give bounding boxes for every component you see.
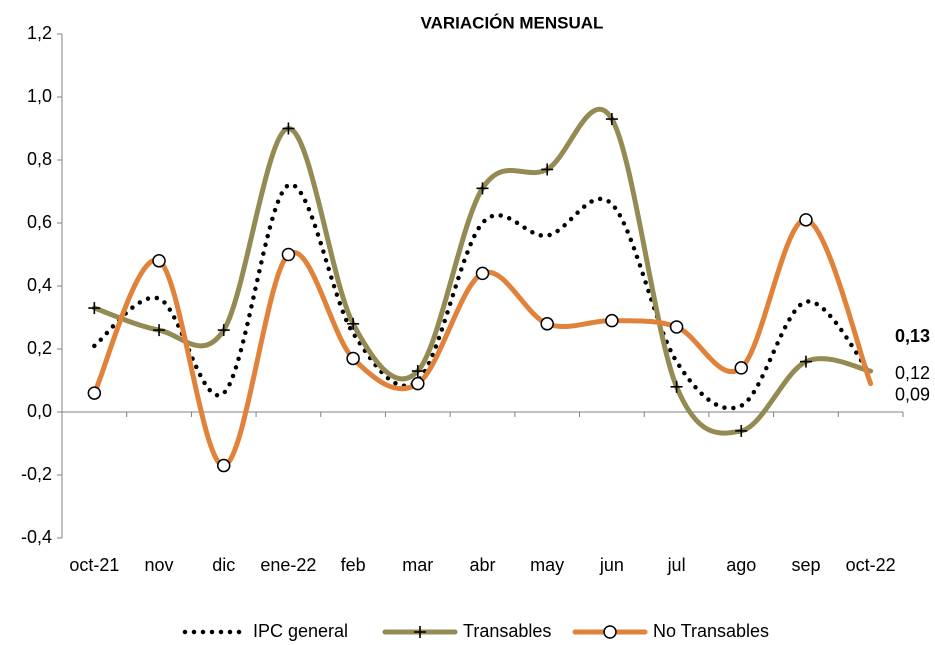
y-tick-label: -0,2 <box>21 464 52 484</box>
marker-plus <box>88 302 101 315</box>
y-tick-label: 0,4 <box>27 275 52 295</box>
x-tick-label: sep <box>791 555 820 575</box>
x-tick-label: may <box>530 555 564 575</box>
marker-plus <box>282 122 295 135</box>
marker-plus <box>414 626 426 638</box>
x-tick-label: nov <box>145 555 174 575</box>
y-tick-label: 0,6 <box>27 212 52 232</box>
marker-circle <box>152 254 166 268</box>
marker-circle <box>669 320 684 334</box>
x-tick-label: oct-22 <box>846 555 896 575</box>
value-label: 0,12 <box>895 363 930 383</box>
y-tick-label: 1,2 <box>27 23 52 43</box>
line-1 <box>91 107 874 436</box>
legend-label: Transables <box>463 621 551 641</box>
y-tick-label: 0,2 <box>27 338 52 358</box>
marker-plus <box>799 355 812 368</box>
y-tick-label: 1,0 <box>27 86 52 106</box>
x-tick-label: mar <box>402 555 433 575</box>
marker-plus <box>735 424 748 437</box>
x-tick-label: abr <box>469 555 495 575</box>
x-tick-label: dic <box>212 555 235 575</box>
marker-plus <box>541 163 554 176</box>
legend-label: IPC general <box>253 621 348 641</box>
x-tick-label: ago <box>726 555 756 575</box>
marker-plus <box>670 380 683 393</box>
x-tick-label: ene-22 <box>260 555 316 575</box>
y-tick-label: 0,8 <box>27 149 52 169</box>
marker-plus <box>476 182 489 195</box>
marker-circle <box>475 266 490 281</box>
marker-circle <box>734 361 749 375</box>
marker-circle <box>603 625 617 639</box>
x-tick-label: jun <box>599 555 624 575</box>
marker-plus <box>217 324 230 337</box>
marker-circle <box>87 386 102 400</box>
marker-circle <box>346 351 360 366</box>
marker-circle <box>411 376 425 391</box>
marker-plus <box>411 365 424 378</box>
y-tick-label: -0,4 <box>21 527 52 547</box>
marker-circle <box>605 313 619 328</box>
x-tick-label: feb <box>341 555 366 575</box>
legend-label: No Transables <box>653 621 769 641</box>
marker-circle <box>281 247 296 262</box>
x-tick-label: jul <box>667 555 686 575</box>
x-tick-label: oct-21 <box>69 555 119 575</box>
value-label: 0,13 <box>895 326 930 346</box>
line-0 <box>92 182 873 411</box>
marker-plus <box>605 113 618 126</box>
marker-circle <box>540 317 554 331</box>
y-tick-label: 0,0 <box>27 401 52 421</box>
marker-circle <box>799 213 813 227</box>
marker-plus <box>347 317 360 330</box>
marker-plus <box>153 324 166 337</box>
marker-circle <box>216 458 231 473</box>
chart-title: VARIACIÓN MENSUAL <box>421 13 604 32</box>
line-2 <box>91 217 874 469</box>
value-label: 0,09 <box>895 384 930 404</box>
